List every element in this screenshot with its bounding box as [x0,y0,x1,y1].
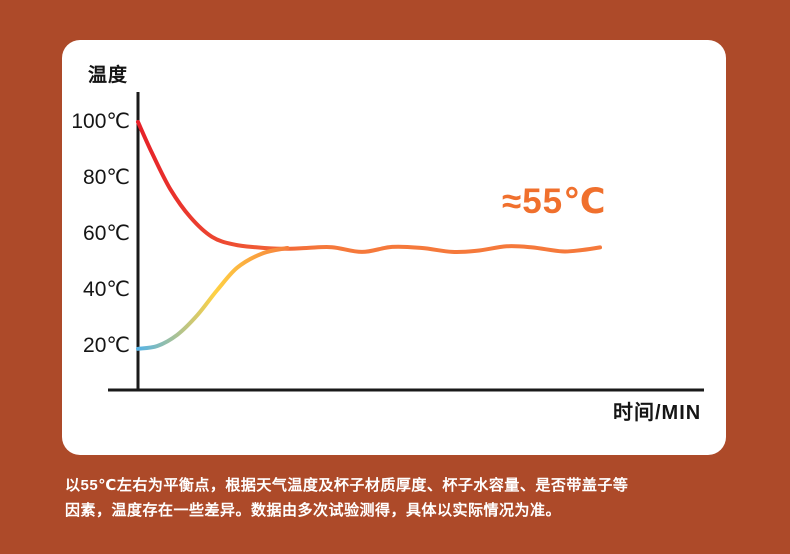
y-tick-label: 60℃ [83,222,130,245]
chart-card: 温度 100℃ 80℃ 60℃ 40℃ 20℃ ≈55℃ 时间/MIN [62,40,726,455]
y-tick-label: 80℃ [83,166,130,189]
caption-line-1: 以55℃左右为平衡点，根据天气温度及杯子材质厚度、杯子水容量、是否带盖子等 [65,477,629,494]
temperature-line-chart [108,92,704,392]
y-tick-label: 40℃ [83,278,130,301]
caption-text: 以55℃左右为平衡点，根据天气温度及杯子材质厚度、杯子水容量、是否带盖子等 因素… [65,473,735,523]
y-axis-title: 温度 [88,65,129,86]
x-axis-title: 时间/MIN [613,402,702,424]
caption-line-2: 因素，温度存在一些差异。数据由多次试验测得，具体以实际情况为准。 [65,502,562,519]
cold-water-warming-curve [136,246,290,351]
equilibrium-annotation: ≈55℃ [502,182,607,221]
hot-water-cooling-curve [136,120,602,255]
y-tick-label: 20℃ [83,334,130,357]
y-tick-label: 100℃ [71,110,130,133]
